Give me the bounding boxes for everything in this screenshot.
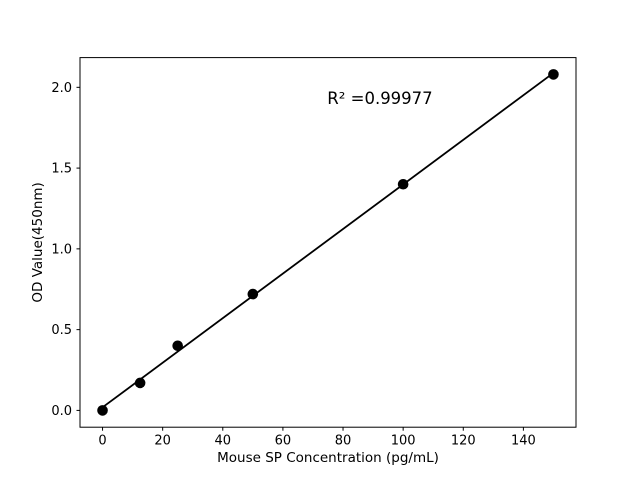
- x-tick-label: 100: [391, 434, 416, 449]
- y-tick-label: 0.5: [51, 323, 72, 338]
- x-tick-label: 0: [98, 434, 106, 449]
- y-tick-label: 2.0: [51, 81, 72, 96]
- y-tick-label: 0.0: [51, 404, 72, 419]
- data-point: [134, 377, 146, 389]
- data-point: [172, 340, 183, 352]
- y-tick-label: 1.5: [51, 162, 72, 177]
- fit-line: [102, 72, 554, 409]
- data-point: [397, 178, 409, 190]
- y-axis-label: OD Value(450nm): [30, 182, 46, 302]
- data-point: [247, 288, 259, 300]
- x-tick-label: 140: [511, 434, 536, 449]
- x-tick-label: 80: [335, 434, 352, 449]
- x-tick-label: 40: [215, 434, 232, 449]
- y-tick-label: 1.0: [51, 242, 72, 257]
- x-tick-label: 120: [451, 434, 476, 449]
- x-tick-label: 60: [275, 434, 292, 449]
- x-tick-label: 20: [154, 434, 171, 449]
- r-squared-annotation: R² =0.99977: [327, 89, 432, 108]
- data-point: [548, 69, 559, 80]
- data-point: [97, 405, 108, 416]
- axes-box: [79, 57, 577, 428]
- x-axis-label: Mouse SP Concentration (pg/mL): [217, 450, 439, 466]
